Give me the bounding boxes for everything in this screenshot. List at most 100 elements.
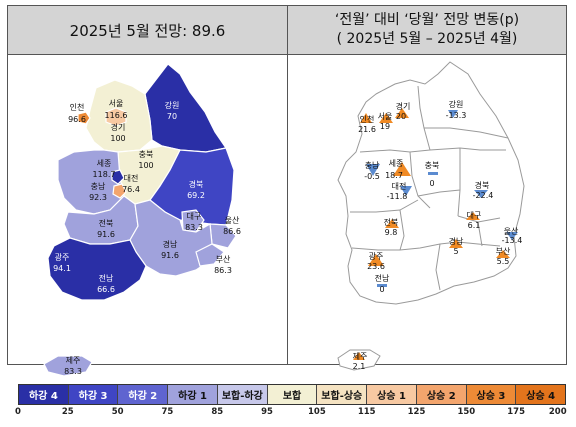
rlabel-seoul-change: 19 xyxy=(380,122,390,131)
marker-chungnam-down xyxy=(366,164,380,176)
rlabel-daegu-change: 6.1 xyxy=(468,221,481,230)
label-daegu-name: 대구 xyxy=(187,212,202,221)
right-panel-title: ‘전월’ 대비 ‘당월’ 전망 변동(p) ( 2025년 5월 – 2025년… xyxy=(288,6,566,55)
rlabel-chungnam-name: 충남 xyxy=(365,161,380,170)
marker-gyeonggi-up xyxy=(395,108,409,118)
rlabel-jeonbuk-change: 9.8 xyxy=(385,228,398,237)
label-gyeongbuk-value: 69.2 xyxy=(187,191,205,200)
rlabel-incheon-change: 21.6 xyxy=(358,125,376,134)
legend-tick: 95 xyxy=(261,407,273,417)
label-busan-value: 86.3 xyxy=(214,266,232,275)
legend-tick: 75 xyxy=(161,407,174,417)
region-daegu xyxy=(181,209,205,233)
rlabel-chungnam-change: -0.5 xyxy=(364,172,380,181)
label-sejong-value: 118.7 xyxy=(93,170,116,179)
legend-tick: 25 xyxy=(61,407,74,417)
rlabel-chungbuk-change: 0 xyxy=(429,179,434,188)
marker-incheon-up xyxy=(360,113,372,123)
marker-seoul-up xyxy=(379,113,393,123)
marker-jeonnam-flat xyxy=(377,284,387,287)
label-chungbuk-value: 100 xyxy=(138,161,153,170)
label-gyeongbuk-name: 경북 xyxy=(189,179,204,189)
label-chungnam-name: 충남 xyxy=(91,182,106,191)
rlabel-gyeongnam-change: 5 xyxy=(453,247,458,256)
marker-jeonbuk-up xyxy=(385,219,399,228)
rlabel-daejeon-name: 대전 xyxy=(392,181,407,191)
rlabel-chungbuk-name: 충북 xyxy=(425,161,440,170)
legend-tick: 85 xyxy=(211,407,224,417)
label-seoul-name: 서울 xyxy=(109,99,124,108)
legend-tick: 115 xyxy=(357,407,376,417)
marker-ulsan-down xyxy=(506,232,518,240)
right-outline-internal xyxy=(350,85,509,291)
change-markers xyxy=(353,108,518,360)
region-seoul xyxy=(105,107,127,127)
label-chungnam-value: 92.3 xyxy=(89,193,107,202)
rlabel-daejeon-change: -11.8 xyxy=(387,192,408,201)
legend-down1: 하강 1 xyxy=(168,385,218,404)
legend-tick: 105 xyxy=(308,407,326,417)
region-sejong xyxy=(111,169,125,185)
panel-divider xyxy=(287,5,288,365)
rlabel-incheon-name: 인천 xyxy=(360,114,375,124)
marker-jeju-up xyxy=(353,352,365,360)
label-chungbuk-name: 충북 xyxy=(139,150,154,159)
label-busan-name: 부산 xyxy=(216,254,231,264)
marker-daejeon-down xyxy=(400,186,412,196)
label-incheon-name: 인천 xyxy=(70,102,85,112)
rlabel-jeonnam-name: 전남 xyxy=(375,273,390,283)
label-jeonnam-value: 66.6 xyxy=(97,285,115,294)
left-panel-title: 2025년 5월 전망: 89.6 xyxy=(8,6,287,55)
legend-tick: 0 xyxy=(15,407,21,417)
region-gangwon xyxy=(144,63,228,153)
rlabel-jeonbuk-name: 전북 xyxy=(384,217,399,227)
legend-down4: 하강 4 xyxy=(19,385,69,404)
label-gyeonggi-name: 경기 xyxy=(111,122,126,132)
label-jeju-name: 제주 xyxy=(66,356,81,365)
marker-sejong-up xyxy=(393,162,411,176)
rlabel-busan-change: 5.5 xyxy=(497,257,510,266)
legend-up3: 상승 3 xyxy=(466,385,517,404)
rlabel-gyeongbuk-change: -22.4 xyxy=(473,191,494,200)
rlabel-jeju-change: 2.1 xyxy=(353,362,366,371)
marker-chungbuk-flat xyxy=(428,172,438,175)
label-gyeonggi-value: 100 xyxy=(110,134,125,143)
legend-down2: 하강 2 xyxy=(118,385,169,404)
label-jeju-value: 83.3 xyxy=(64,367,82,376)
right-outline-map xyxy=(337,61,525,371)
label-gangwon-name: 강원 xyxy=(165,100,180,110)
marker-gyeongbuk-down xyxy=(474,190,488,198)
label-daejeon-name: 대전 xyxy=(124,173,139,183)
right-title-line2: ( 2025년 5월 – 2025년 4월) xyxy=(336,31,518,47)
legend-tick: 125 xyxy=(407,407,426,417)
rlabel-gyeonggi-name: 경기 xyxy=(396,101,411,111)
legend-tick: 175 xyxy=(507,407,525,417)
rlabel-gyeonggi-change: 20 xyxy=(396,112,406,121)
label-gwangju-name: 광주 xyxy=(55,252,70,262)
marker-gwangju-up xyxy=(368,254,384,266)
legend-down3: 하강 3 xyxy=(68,385,119,404)
rlabel-jeonnam-change: 0 xyxy=(379,285,384,294)
legend-up4: 상승 4 xyxy=(516,385,566,404)
label-daegu-value: 83.3 xyxy=(185,223,203,232)
label-jeonbuk-value: 91.6 xyxy=(97,230,115,239)
legend-tick: 150 xyxy=(457,407,476,417)
label-jeonbuk-name: 전북 xyxy=(99,218,114,228)
rlabel-ulsan-change: -13.4 xyxy=(502,236,523,245)
label-gyeongnam-name: 경남 xyxy=(163,239,178,249)
region-jeonnam xyxy=(47,237,147,301)
left-choropleth-map xyxy=(43,63,237,377)
region-daejeon xyxy=(112,183,127,199)
rlabel-daegu-name: 대구 xyxy=(467,211,482,220)
region-jeju xyxy=(43,355,93,377)
label-seoul-value: 116.6 xyxy=(105,111,128,120)
rlabel-gyeongbuk-name: 경북 xyxy=(475,180,490,190)
label-daejeon-value: 76.4 xyxy=(122,185,140,194)
rlabel-gangwon-change: -13.3 xyxy=(446,111,467,120)
legend-up2: 상승 2 xyxy=(416,385,467,404)
rlabel-gyeongnam-name: 경남 xyxy=(449,236,464,246)
marker-daegu-up xyxy=(466,212,480,220)
label-gwangju-value: 94.1 xyxy=(53,264,71,273)
label-jeonnam-name: 전남 xyxy=(99,273,114,283)
